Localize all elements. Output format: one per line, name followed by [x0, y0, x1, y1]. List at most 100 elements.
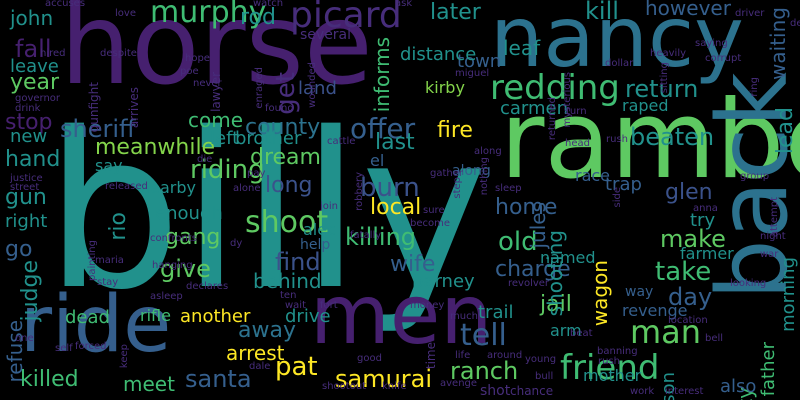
- word-governor: governor: [15, 93, 61, 104]
- word-try: try: [690, 210, 716, 231]
- word-gang: gang: [165, 225, 221, 250]
- word-cattle: cattle: [327, 136, 356, 147]
- word-find: find: [275, 248, 321, 276]
- word-alec: alec: [303, 220, 336, 239]
- word-race: race: [575, 166, 611, 185]
- word-stay: stay: [97, 277, 119, 288]
- word-kirby: kirby: [425, 78, 465, 97]
- word-miguel: miguel: [455, 68, 490, 79]
- word-knife: knife: [382, 381, 407, 392]
- word-declares: declares: [186, 281, 229, 292]
- word-killed: killed: [20, 367, 79, 392]
- word-leave: leave: [10, 56, 59, 77]
- word-shooting: shooting: [543, 230, 567, 317]
- word-take: take: [655, 257, 712, 287]
- word-jail: jail: [540, 292, 572, 317]
- word-attempt: attempt: [769, 197, 780, 238]
- word-death: death: [790, 18, 800, 29]
- word-barney: barney: [412, 271, 475, 292]
- word-father: father: [758, 342, 779, 397]
- word-ten: ten: [280, 290, 297, 301]
- word-friend: friend: [560, 348, 660, 388]
- word-refuse: refuse: [3, 320, 27, 383]
- word-burn: burn: [360, 173, 420, 203]
- word-nothing: nothing: [479, 157, 490, 196]
- word-beat: beat: [570, 328, 593, 339]
- word-self: self: [55, 343, 73, 354]
- word-justice: justice: [10, 173, 43, 184]
- word-rambo: rambo: [500, 78, 800, 203]
- word-tell: tell: [460, 318, 507, 353]
- word-go: go: [5, 237, 33, 262]
- word-shoot: shoot: [245, 205, 329, 240]
- word-murphy: murphy: [150, 0, 267, 30]
- word-raped: raped: [622, 96, 669, 115]
- word-good: good: [357, 353, 382, 364]
- word-returned: returned: [547, 97, 558, 141]
- word-help: help: [300, 237, 331, 253]
- word-enough: enough: [155, 203, 223, 224]
- word-ride: ride: [20, 280, 172, 370]
- word-turn: turn: [566, 106, 587, 117]
- word-morning: morning: [778, 257, 799, 332]
- word-life: life: [455, 350, 471, 361]
- word-lawyer: lawyer: [209, 72, 223, 112]
- word-arrives: arrives: [127, 87, 141, 129]
- word-gather: gather: [430, 168, 463, 179]
- word-nancy: nancy: [490, 0, 744, 86]
- word-billy: billy: [45, 86, 488, 337]
- word-beaten: beaten: [630, 123, 715, 151]
- word-step: step: [452, 177, 463, 199]
- word-informs: informs: [370, 37, 394, 113]
- word-revolver: revolver: [508, 278, 550, 289]
- word-glen: glen: [665, 180, 713, 205]
- word-away: away: [238, 318, 296, 343]
- word-sure: sure: [423, 205, 445, 216]
- word-forced: forced: [75, 341, 107, 352]
- word-farmer: farmer: [680, 244, 734, 263]
- word-despite: despite: [100, 48, 137, 59]
- word-maria: maria: [95, 255, 124, 266]
- word-dy: dy: [230, 238, 243, 249]
- word-bull: bull: [535, 371, 554, 382]
- word-much: much: [450, 311, 478, 322]
- word-named: named: [540, 248, 596, 267]
- word-keep: keep: [119, 344, 130, 369]
- word-bell: bell: [705, 333, 724, 344]
- word-santa: santa: [185, 365, 252, 393]
- word-samurai: samurai: [335, 365, 433, 393]
- word-alone: alone: [233, 183, 261, 194]
- word-shootout: shootout: [322, 381, 367, 392]
- word-fatally: fatally: [350, 230, 382, 241]
- word-make: make: [660, 225, 726, 253]
- word-anna: anna: [693, 203, 718, 214]
- word-meet: meet: [123, 372, 175, 396]
- word-riding: riding: [190, 155, 265, 185]
- word-wagon: wagon: [588, 260, 612, 327]
- word-sleep: sleep: [495, 183, 522, 194]
- word-men: men: [310, 268, 493, 363]
- word-gun: gun: [5, 185, 47, 210]
- word-location: location: [668, 315, 708, 326]
- word-left: left: [210, 128, 240, 149]
- word-land: land: [298, 78, 337, 99]
- word-kill: kill: [585, 0, 619, 25]
- word-enraged: enraged: [254, 67, 265, 109]
- word-another: another: [180, 306, 251, 327]
- word-say: say: [95, 156, 123, 175]
- word-mysterious: mysterious: [562, 72, 573, 128]
- word-come: come: [188, 108, 244, 132]
- word-poe: poe: [180, 66, 199, 77]
- word-rio: rio: [106, 212, 131, 241]
- word-day: day: [668, 283, 713, 311]
- word-sheriff: sheriff: [60, 115, 136, 143]
- word-never: never: [193, 78, 222, 89]
- word-judge: judge: [18, 260, 43, 322]
- word-long: long: [265, 173, 313, 198]
- word-dale: dale: [249, 361, 271, 372]
- word-shot: shot: [480, 383, 511, 399]
- word-wait: wait: [285, 300, 307, 311]
- word-interest: interest: [665, 386, 704, 397]
- word-corrupt: corrupt: [705, 53, 742, 64]
- word-one: one: [15, 333, 34, 344]
